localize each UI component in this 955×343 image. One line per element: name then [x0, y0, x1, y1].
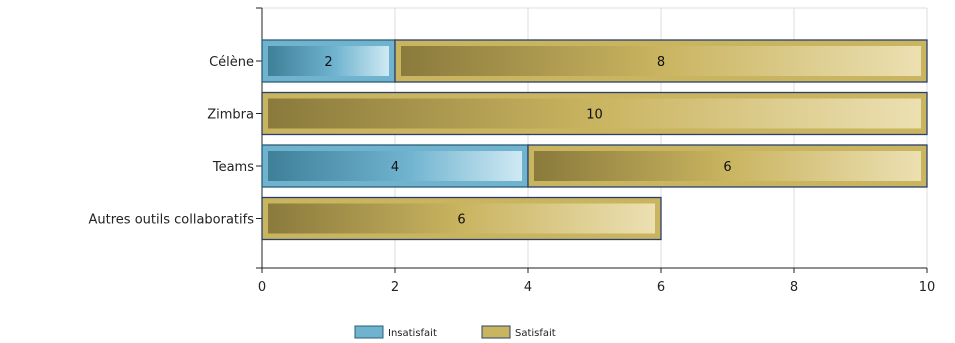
x-tick-label: 8: [790, 280, 798, 295]
bar-inner-satisfait: [401, 46, 921, 76]
bar-inner-satisfait: [268, 203, 655, 234]
x-tick-label: 0: [258, 280, 266, 295]
data-label: 6: [457, 213, 465, 228]
bar-inner-satisfait: [534, 151, 921, 181]
bar-inner-insatisfait: [268, 46, 389, 76]
legend-swatch-satisfait: [481, 325, 511, 339]
x-tick-label: 6: [657, 280, 665, 295]
labels: 0 2 4 6 8 10 Célène 2 8 Zimbra 10 Teams 4 6 Autres out…: [89, 55, 936, 295]
x-tick-label: 2: [391, 280, 399, 295]
category-label: Teams: [212, 160, 254, 175]
category-label: Zimbra: [207, 108, 254, 123]
data-label: 2: [324, 55, 332, 70]
data-label: 6: [723, 160, 731, 175]
bar-inner-insatisfait: [268, 151, 522, 181]
x-tick-label: 10: [919, 280, 936, 295]
data-label: 10: [586, 108, 603, 123]
data-label: 4: [391, 160, 399, 175]
category-label: Célène: [209, 55, 254, 70]
legend-swatch-insatisfait: [354, 325, 384, 339]
legend-label-satisfait: Satisfait: [515, 328, 556, 339]
legend-label-insatisfait: Insatisfait: [388, 328, 437, 339]
category-label: Autres outils collaboratifs: [89, 213, 255, 228]
x-tick-label: 4: [524, 280, 532, 295]
legend: Insatisfait Satisfait: [354, 325, 556, 339]
bars: [261, 39, 928, 241]
bar-inner-satisfait: [268, 98, 921, 129]
data-label: 8: [657, 55, 665, 70]
